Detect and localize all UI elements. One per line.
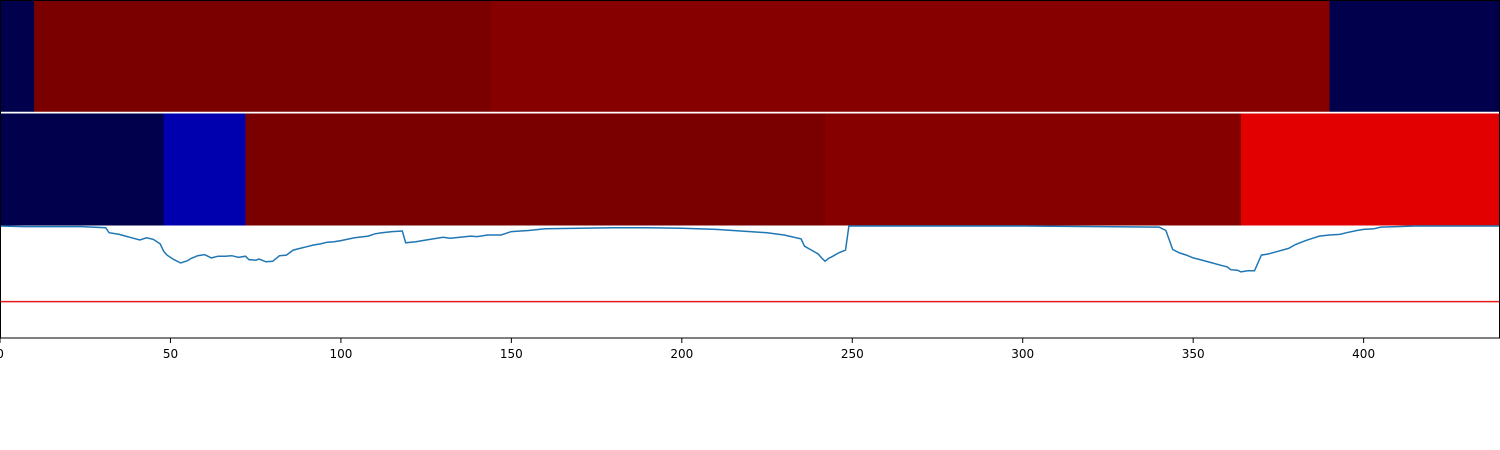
heatmap-cell-2-0 — [0, 113, 165, 226]
heatmap-cell-1-3 — [1329, 1, 1500, 112]
x-tick-label: 300 — [1011, 347, 1034, 361]
x-tick-label: 50 — [163, 347, 178, 361]
heatmap-cell-1-2 — [490, 1, 1331, 112]
x-tick-label: 350 — [1182, 347, 1205, 361]
heatmap-cell-2-4 — [1240, 113, 1500, 226]
x-tick-label: 100 — [329, 347, 352, 361]
x-tick-label: 150 — [500, 347, 523, 361]
x-tick-label: 250 — [841, 347, 864, 361]
heatmap-strip-top — [0, 1, 1500, 112]
x-tick-label: 0 — [0, 347, 4, 361]
x-tick-label: 400 — [1352, 347, 1375, 361]
x-axis-ticks: 0 50 100 150 200 250 300 350 400 — [0, 338, 1375, 361]
series-line — [0, 225, 1500, 273]
line-plot-panel — [0, 225, 1500, 339]
heatmap-cell-1-1 — [34, 1, 492, 112]
heatmap-cell-1-0 — [0, 1, 35, 112]
plot-area — [0, 226, 1500, 338]
heatmap-cell-2-2 — [245, 113, 826, 226]
heatmap-cell-2-1 — [163, 113, 246, 226]
heatmap-cell-2-3 — [825, 113, 1242, 226]
x-tick-label: 200 — [670, 347, 693, 361]
heatmap-strip-middle — [0, 113, 1500, 226]
